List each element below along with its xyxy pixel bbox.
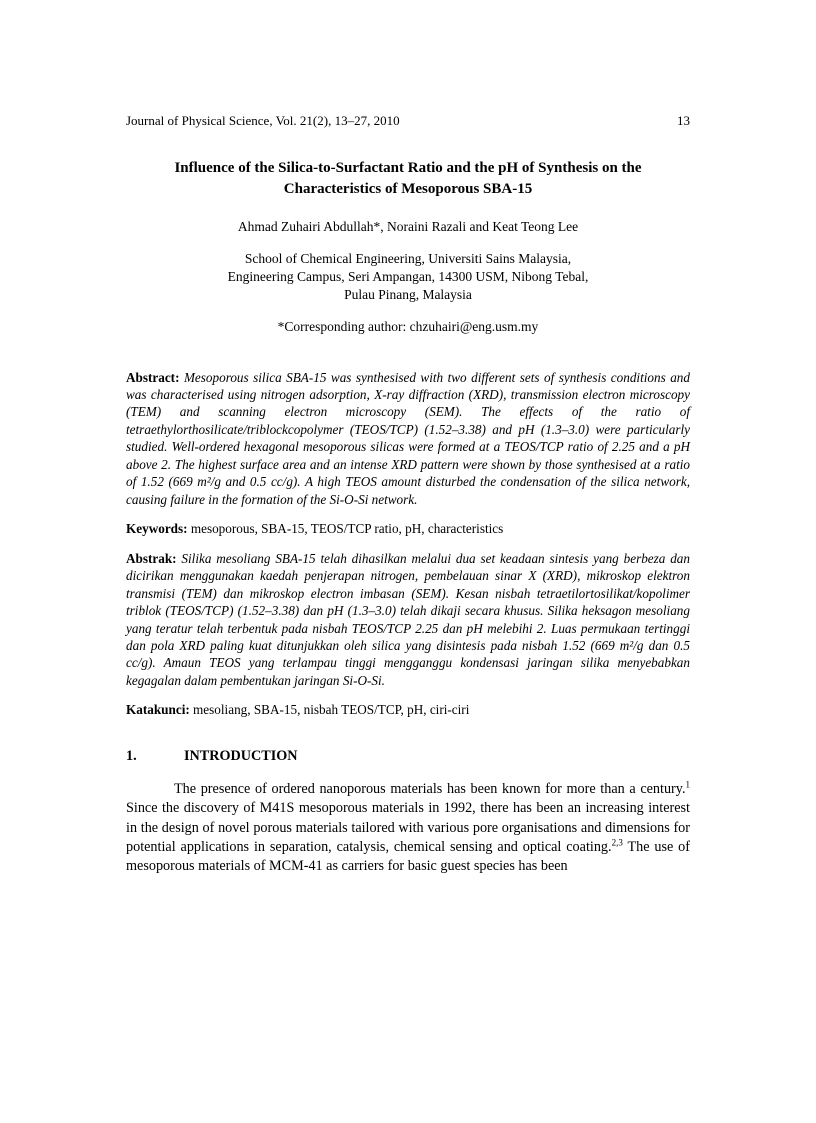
keywords-english: Keywords: mesoporous, SBA-15, TEOS/TCP r… [126, 520, 690, 538]
section-title: INTRODUCTION [184, 748, 298, 764]
abstract-ms-text: Silika mesoliang SBA-15 telah dihasilkan… [126, 551, 690, 688]
intro-paragraph: The presence of ordered nanoporous mater… [126, 780, 690, 876]
keywords-malay: Katakunci: mesoliang, SBA-15, nisbah TEO… [126, 701, 690, 719]
abstract-english: Abstract: Mesoporous silica SBA-15 was s… [126, 369, 690, 508]
citation-ref-1: 1 [686, 779, 691, 789]
keywords-ms-label: Katakunci: [126, 702, 190, 717]
abstract-en-label: Abstract: [126, 370, 179, 385]
keywords-en-label: Keywords: [126, 521, 188, 536]
abstract-en-text: Mesoporous silica SBA-15 was synthesised… [126, 370, 690, 507]
affiliation: School of Chemical Engineering, Universi… [126, 250, 690, 305]
running-header: Journal of Physical Science, Vol. 21(2),… [126, 112, 690, 130]
abstract-malay: Abstrak: Silika mesoliang SBA-15 telah d… [126, 550, 690, 689]
journal-citation: Journal of Physical Science, Vol. 21(2),… [126, 112, 400, 130]
corresponding-author: *Corresponding author: chzuhairi@eng.usm… [126, 318, 690, 336]
keywords-ms-text: mesoliang, SBA-15, nisbah TEOS/TCP, pH, … [193, 702, 469, 717]
article-title: Influence of the Silica-to-Surfactant Ra… [126, 158, 690, 200]
citation-ref-23: 2,3 [612, 837, 623, 847]
section-number: 1. [126, 747, 184, 766]
intro-text-1: The presence of ordered nanoporous mater… [174, 781, 686, 797]
authors: Ahmad Zuhairi Abdullah*, Noraini Razali … [126, 218, 690, 236]
affiliation-text: School of Chemical Engineering, Universi… [228, 251, 589, 302]
intro-text-2: Since the discovery of M41S mesoporous m… [126, 800, 690, 854]
page-number: 13 [677, 112, 690, 130]
abstract-ms-label: Abstrak: [126, 551, 177, 566]
keywords-en-text: mesoporous, SBA-15, TEOS/TCP ratio, pH, … [191, 521, 503, 536]
section-heading-intro: 1.INTRODUCTION [126, 747, 690, 766]
